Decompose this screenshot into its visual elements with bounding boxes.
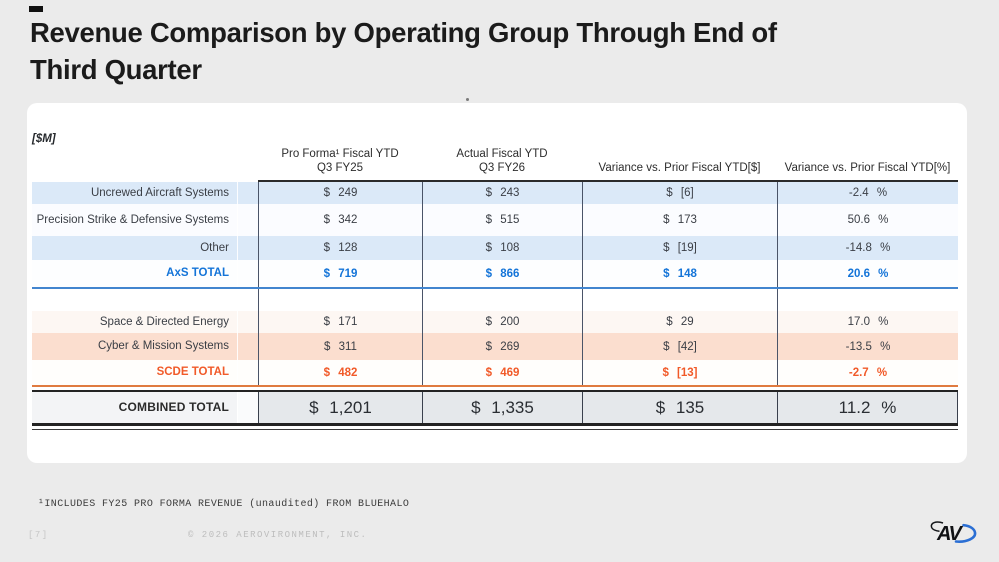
column-header-variance-usd: Variance vs. Prior Fiscal YTD[$] [582,141,777,182]
row-label: AxS TOTAL [32,260,237,287]
cell-variance-usd: $ [6] [582,182,777,204]
cell-variance-usd: $ 29 [582,311,777,333]
row-gap-cell [237,289,258,311]
header-line: Variance vs. Prior Fiscal YTD[%] [784,161,951,174]
table-card: [$M] Pro Forma¹ Fiscal YTD Q3 FY25 Actua… [27,103,967,463]
row-label: Cyber & Mission Systems [32,333,237,360]
row-gap-cell [237,182,258,204]
cell-pro-forma: $ 128 [258,236,422,260]
page-number: [7] [28,530,49,540]
cell-actual: $ 1,335 [422,392,582,423]
row-label: COMBINED TOTAL [32,392,237,423]
table-row-combined-total: COMBINED TOTAL $ 1,201 $ 1,335 $ 135 11.… [32,390,958,430]
cell-pro-forma: $ 1,201 [258,392,422,423]
column-header-variance-pct: Variance vs. Prior Fiscal YTD[%] [777,141,958,182]
revenue-table: Pro Forma¹ Fiscal YTD Q3 FY25 Actual Fis… [32,141,958,430]
table-row: Cyber & Mission Systems $ 311 $ 269 $ [4… [32,333,958,360]
header-line: Q3 FY25 [316,161,364,174]
table-row-axs-total: AxS TOTAL $ 719 $ 866 $ 148 20.6 % [32,260,958,289]
row-label: SCDE TOTAL [32,360,237,385]
av-logo-icon: AV [930,521,977,545]
cell-variance-usd: $ 173 [582,204,777,236]
footnote: ¹INCLUDES FY25 PRO FORMA REVENUE (unaudi… [38,499,410,510]
row-gap-cell [237,360,258,385]
page-title-line1: Revenue Comparison by Operating Group Th… [30,17,777,48]
row-label: Space & Directed Energy [32,311,237,333]
table-row: Precision Strike & Defensive Systems $ 3… [32,204,958,236]
row-label: Precision Strike & Defensive Systems [32,204,237,236]
units-label: [$M] [32,133,56,145]
cell-variance-pct: 20.6 % [777,260,958,287]
cell-variance-usd: $ 135 [582,392,777,423]
cell-actual: $ 269 [422,333,582,360]
page-title-line2: Third Quarter [30,54,202,85]
slide-corner-mark [29,6,43,12]
cell-pro-forma: $ 342 [258,204,422,236]
cell-actual: $ 108 [422,236,582,260]
header-line: Variance vs. Prior Fiscal YTD[$] [598,161,761,174]
cell-variance-usd: $ [42] [582,333,777,360]
cell-pro-forma: $ 482 [258,360,422,385]
row-gap-cell [237,392,258,423]
cell-variance-pct: 11.2 % [777,392,958,423]
header-line: Q3 FY26 [478,161,526,174]
cell-variance-pct: 17.0 % [777,311,958,333]
cell-variance-usd: $ 148 [582,260,777,287]
cell-variance-pct: -2.4 % [777,182,958,204]
table-row: Uncrewed Aircraft Systems $ 249 $ 243 $ … [32,182,958,204]
table-spacer-row [32,289,958,311]
cell-actual: $ 243 [422,182,582,204]
cell-actual: $ 866 [422,260,582,287]
row-label: Other [32,236,237,260]
cell-pro-forma: $ 171 [258,311,422,333]
header-line: Pro Forma¹ Fiscal YTD [281,148,399,160]
decorative-dot [466,98,469,101]
table-header-row: Pro Forma¹ Fiscal YTD Q3 FY25 Actual Fis… [32,141,958,182]
row-gap-cell [237,333,258,360]
cell-variance-pct: 50.6 % [777,204,958,236]
cell-actual: $ 200 [422,311,582,333]
cell-pro-forma: $ 311 [258,333,422,360]
row-gap-cell [237,260,258,287]
empty-cell [258,289,422,311]
copyright-text: © 2026 AEROVIRONMENT, INC. [188,530,368,540]
empty-cell [422,289,582,311]
header-spacer [32,141,237,182]
header-line: Actual Fiscal YTD [456,148,548,160]
row-label [32,289,237,311]
svg-text:AV: AV [936,523,963,545]
column-header-actual: Actual Fiscal YTD Q3 FY26 [422,141,582,182]
table-row: Other $ 128 $ 108 $ [19] -14.8 % [32,236,958,260]
row-gap-cell [237,204,258,236]
table-row: Space & Directed Energy $ 171 $ 200 $ 29… [32,311,958,333]
cell-actual: $ 515 [422,204,582,236]
empty-cell [777,289,958,311]
cell-variance-pct: -13.5 % [777,333,958,360]
cell-pro-forma: $ 249 [258,182,422,204]
row-label: Uncrewed Aircraft Systems [32,182,237,204]
cell-variance-pct: -2.7 % [777,360,958,385]
cell-pro-forma: $ 719 [258,260,422,287]
cell-actual: $ 469 [422,360,582,385]
header-spacer [237,141,258,182]
row-gap-cell [237,311,258,333]
column-header-pro-forma: Pro Forma¹ Fiscal YTD Q3 FY25 [258,141,422,182]
cell-variance-pct: -14.8 % [777,236,958,260]
page-title: Revenue Comparison by Operating Group Th… [30,14,960,88]
cell-variance-usd: $ [19] [582,236,777,260]
cell-variance-usd: $ [13] [582,360,777,385]
row-gap-cell [237,236,258,260]
aerovironment-logo: AV [926,516,982,550]
empty-cell [582,289,777,311]
table-row-scde-total: SCDE TOTAL $ 482 $ 469 $ [13] -2.7 % [32,360,958,387]
